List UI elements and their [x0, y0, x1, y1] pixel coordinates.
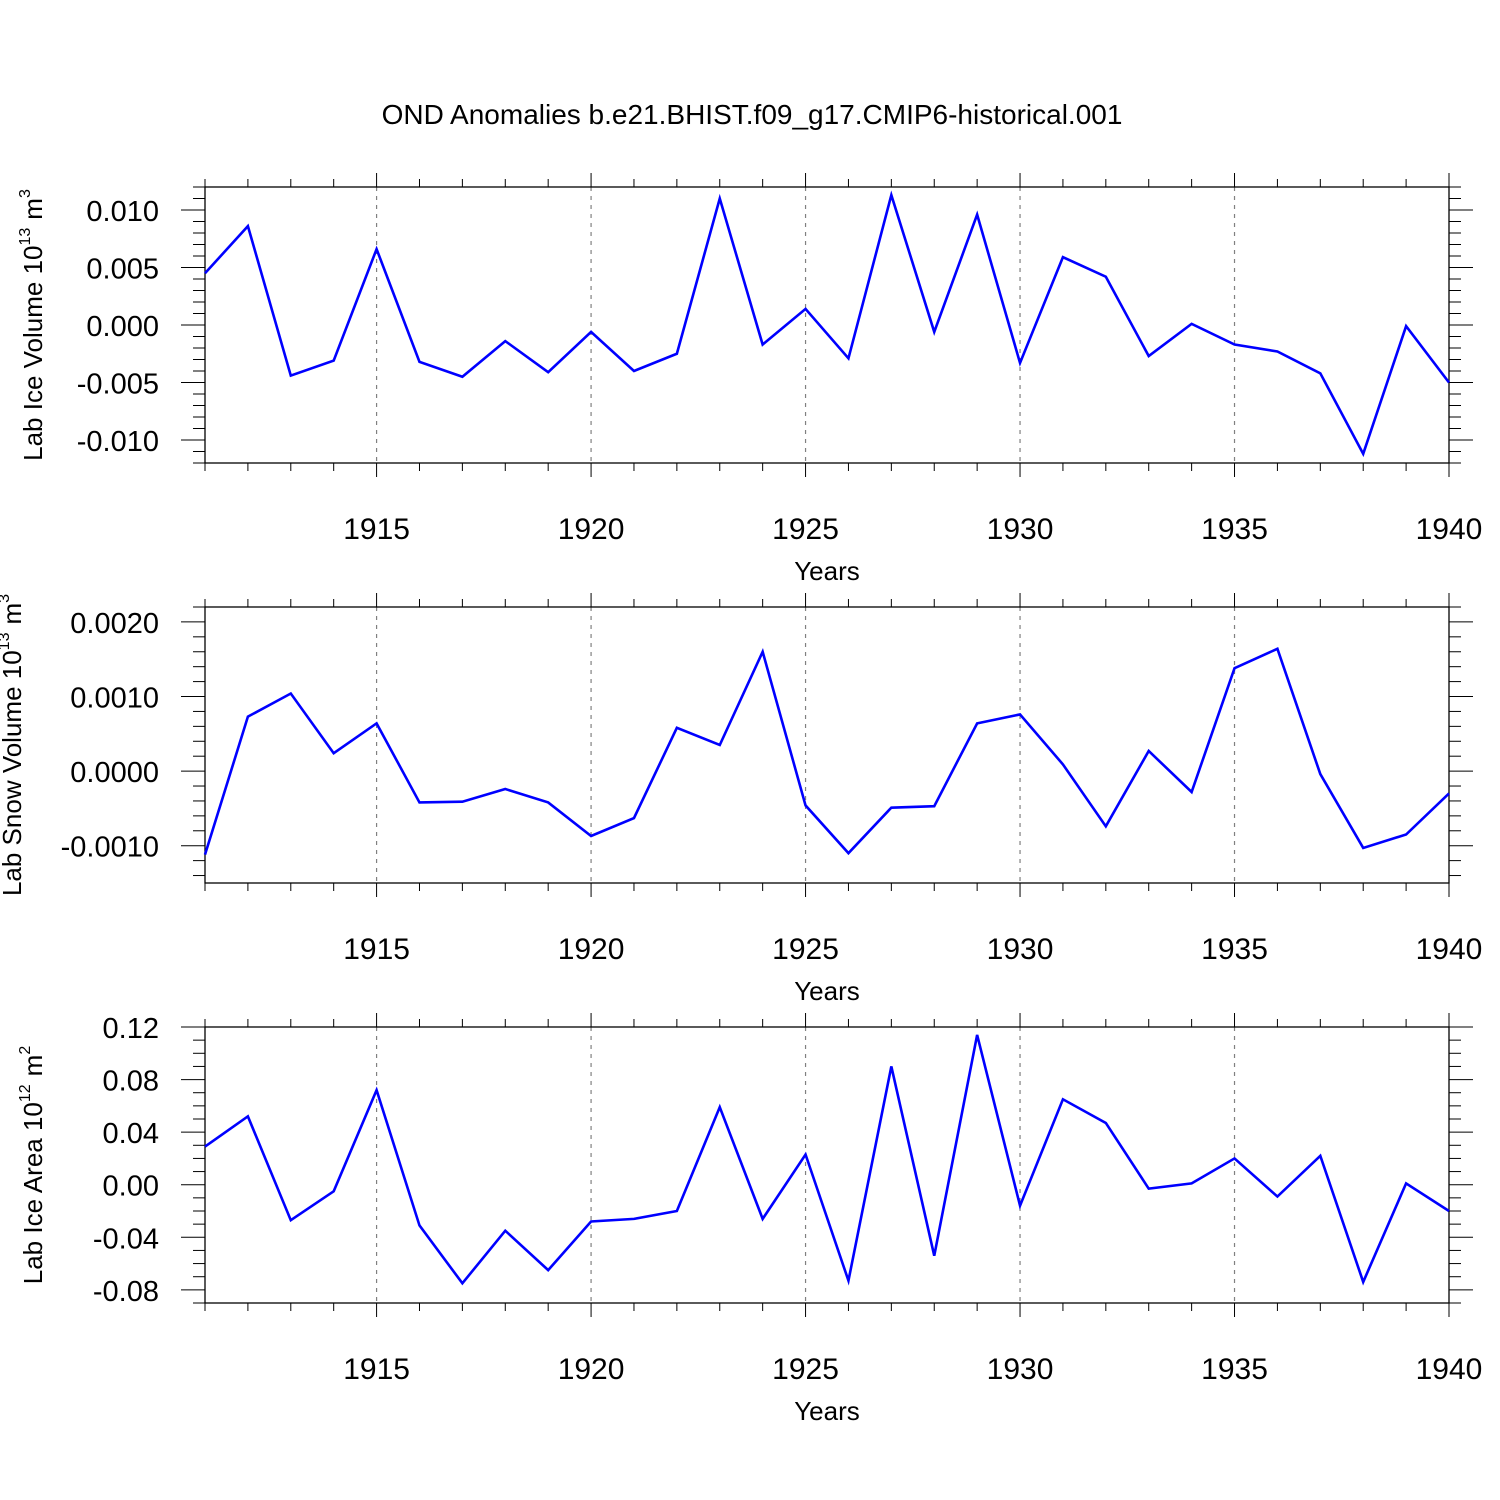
x-tick-label: 1935	[1201, 513, 1268, 546]
x-axis-label: Years	[794, 976, 860, 1006]
panels: -0.010 -0.005 0.000 0.005 0.010 1915 1920 1925 1…	[0, 173, 1482, 1426]
x-tick-label: 1925	[772, 513, 839, 546]
y-tick-label: 0.00	[103, 1171, 159, 1203]
y-tick-label: 0.0010	[70, 683, 159, 715]
x-tick-label: 1915	[343, 513, 410, 546]
series-line	[204, 190, 1451, 458]
x-tick-label: 1925	[772, 933, 839, 966]
y-tick-label: 0.08	[103, 1066, 159, 1098]
y-tick-label: 0.12	[103, 1013, 159, 1045]
y-tick-label: 0.005	[86, 254, 159, 286]
x-tick-label: 1940	[1416, 1353, 1483, 1386]
chart-title: OND Anomalies b.e21.BHIST.f09_g17.CMIP6-…	[382, 99, 1123, 130]
x-tick-label: 1930	[987, 1353, 1054, 1386]
y-axis-label: Lab Ice Area 1012m2	[17, 1046, 48, 1285]
y-tick-label: -0.005	[77, 369, 159, 401]
y-tick-label: 0.0020	[70, 608, 159, 640]
series-line	[204, 1034, 1450, 1286]
x-tick-label: 1940	[1416, 933, 1483, 966]
x-tick-label: 1940	[1416, 513, 1483, 546]
y-tick-label: -0.04	[93, 1223, 159, 1255]
y-tick-label: 0.0000	[70, 757, 159, 789]
x-axis-label: Years	[794, 556, 860, 586]
y-tick-label: -0.010	[77, 426, 159, 458]
y-tick-label: -0.0010	[61, 832, 159, 864]
series-line	[203, 646, 1450, 856]
panel-3: -0.08 -0.04 0.00 0.04 0.08 0.12 1915 1920 1925 19…	[17, 1013, 1482, 1426]
x-tick-label: 1915	[343, 933, 410, 966]
y-tick-label: 0.04	[103, 1118, 159, 1150]
y-tick-label: 0.000	[86, 311, 159, 343]
y-tick-label: -0.08	[93, 1276, 159, 1308]
plot-frame	[204, 1026, 1450, 1304]
x-tick-label: 1920	[558, 933, 625, 966]
x-tick-label: 1935	[1201, 1353, 1268, 1386]
x-tick-label: 1930	[987, 933, 1054, 966]
y-axis-label: Lab Snow Volume 1013m3	[0, 594, 27, 896]
plot-frame	[204, 606, 1450, 884]
x-tick-label: 1915	[343, 1353, 410, 1386]
panel-2: -0.0010 0.0000 0.0010 0.0020 1915 1920 1925 193…	[0, 593, 1482, 1006]
y-tick-label: 0.010	[86, 196, 159, 228]
panel-1: -0.010 -0.005 0.000 0.005 0.010 1915 1920 1925 1…	[17, 173, 1482, 586]
plot-frame	[204, 186, 1450, 464]
x-axis-label: Years	[794, 1396, 860, 1426]
x-tick-label: 1920	[558, 513, 625, 546]
x-tick-label: 1930	[987, 513, 1054, 546]
x-tick-label: 1935	[1201, 933, 1268, 966]
y-axis-label: Lab Ice Volume 1013m3	[17, 189, 48, 461]
x-tick-label: 1925	[772, 1353, 839, 1386]
x-tick-label: 1920	[558, 1353, 625, 1386]
